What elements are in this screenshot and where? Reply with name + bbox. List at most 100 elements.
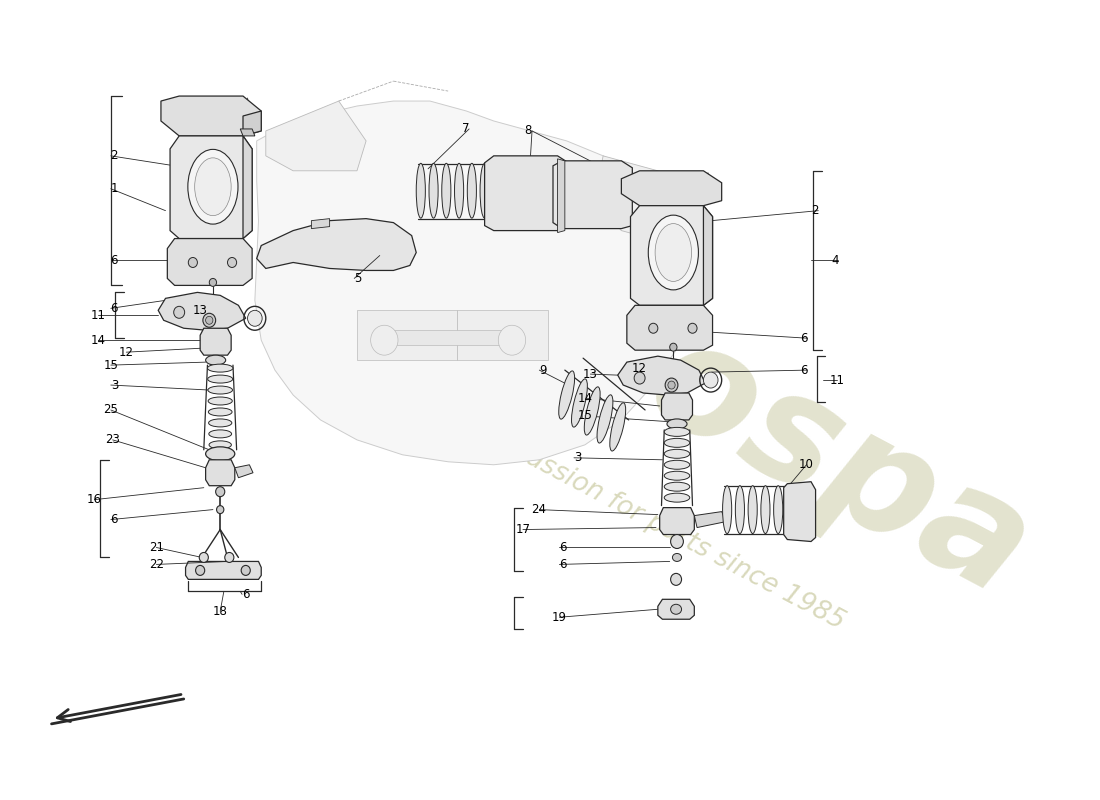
- Text: 3: 3: [574, 451, 581, 464]
- Text: 6: 6: [800, 364, 807, 377]
- Polygon shape: [594, 156, 694, 241]
- Ellipse shape: [609, 402, 626, 451]
- Text: a passion for parts since 1985: a passion for parts since 1985: [485, 425, 849, 634]
- Polygon shape: [186, 562, 261, 579]
- Text: 19: 19: [552, 610, 567, 624]
- Text: 6: 6: [111, 254, 118, 267]
- Polygon shape: [627, 306, 713, 350]
- Ellipse shape: [208, 364, 233, 372]
- Ellipse shape: [671, 534, 683, 549]
- Ellipse shape: [761, 486, 770, 534]
- Text: 1: 1: [111, 182, 118, 195]
- Text: 17: 17: [515, 523, 530, 536]
- Ellipse shape: [664, 427, 690, 436]
- Polygon shape: [158, 292, 245, 330]
- Ellipse shape: [208, 375, 233, 383]
- Text: 7: 7: [462, 122, 470, 135]
- Polygon shape: [240, 129, 255, 136]
- Polygon shape: [311, 218, 330, 229]
- Polygon shape: [255, 101, 694, 465]
- Polygon shape: [394, 330, 521, 345]
- Text: 16: 16: [87, 493, 101, 506]
- Text: 10: 10: [800, 458, 814, 471]
- Text: 11: 11: [90, 309, 106, 322]
- Ellipse shape: [429, 163, 438, 218]
- Ellipse shape: [188, 258, 197, 267]
- Text: 6: 6: [800, 332, 807, 345]
- Ellipse shape: [208, 386, 232, 394]
- Polygon shape: [621, 170, 722, 206]
- Text: 8: 8: [525, 125, 532, 138]
- Text: 23: 23: [104, 434, 120, 446]
- Ellipse shape: [656, 224, 692, 282]
- Ellipse shape: [688, 323, 697, 334]
- Polygon shape: [630, 206, 713, 306]
- Ellipse shape: [664, 460, 690, 470]
- Ellipse shape: [703, 372, 718, 388]
- Ellipse shape: [174, 306, 185, 318]
- Ellipse shape: [671, 574, 682, 586]
- Text: 25: 25: [103, 403, 118, 417]
- Polygon shape: [243, 111, 261, 136]
- Ellipse shape: [206, 316, 213, 324]
- Polygon shape: [661, 393, 693, 420]
- Polygon shape: [243, 136, 252, 238]
- Ellipse shape: [572, 379, 587, 427]
- Polygon shape: [167, 238, 252, 286]
- Ellipse shape: [664, 493, 690, 502]
- Polygon shape: [256, 218, 416, 270]
- Text: 4: 4: [832, 254, 838, 267]
- Ellipse shape: [224, 553, 234, 562]
- Ellipse shape: [202, 314, 216, 327]
- Ellipse shape: [454, 163, 463, 218]
- Ellipse shape: [241, 566, 251, 575]
- Ellipse shape: [209, 430, 232, 438]
- Text: 3: 3: [111, 378, 118, 391]
- Ellipse shape: [208, 408, 232, 416]
- Ellipse shape: [735, 486, 745, 534]
- Text: 18: 18: [213, 605, 228, 618]
- Text: 21: 21: [148, 541, 164, 554]
- Ellipse shape: [634, 372, 645, 384]
- Ellipse shape: [559, 371, 574, 419]
- Text: 15: 15: [103, 358, 118, 372]
- FancyArrowPatch shape: [57, 694, 182, 722]
- Text: 13: 13: [192, 304, 208, 317]
- Text: 15: 15: [578, 410, 592, 422]
- Text: 14: 14: [90, 334, 106, 346]
- Ellipse shape: [670, 343, 676, 351]
- Ellipse shape: [584, 387, 601, 435]
- Polygon shape: [703, 206, 713, 306]
- Ellipse shape: [666, 378, 678, 392]
- Polygon shape: [553, 161, 632, 229]
- Polygon shape: [234, 465, 253, 478]
- Ellipse shape: [216, 486, 224, 497]
- Text: 2: 2: [811, 204, 818, 217]
- Ellipse shape: [648, 215, 698, 290]
- Polygon shape: [618, 356, 705, 395]
- Ellipse shape: [217, 506, 224, 514]
- Ellipse shape: [671, 604, 682, 614]
- Text: 12: 12: [631, 362, 647, 374]
- Text: eurospa: eurospa: [371, 171, 1055, 629]
- Text: 22: 22: [148, 558, 164, 571]
- Ellipse shape: [649, 323, 658, 334]
- Ellipse shape: [209, 441, 231, 449]
- Ellipse shape: [371, 326, 398, 355]
- Ellipse shape: [468, 163, 476, 218]
- Text: 6: 6: [111, 513, 118, 526]
- Text: 12: 12: [119, 346, 133, 358]
- Polygon shape: [161, 96, 261, 136]
- Ellipse shape: [748, 486, 757, 534]
- Ellipse shape: [664, 450, 690, 458]
- Polygon shape: [358, 310, 458, 360]
- Text: 24: 24: [531, 503, 547, 516]
- Ellipse shape: [248, 310, 262, 326]
- Ellipse shape: [480, 163, 490, 218]
- Text: 6: 6: [111, 302, 118, 315]
- Polygon shape: [170, 136, 252, 238]
- Ellipse shape: [498, 326, 526, 355]
- Ellipse shape: [188, 150, 238, 224]
- Ellipse shape: [196, 566, 205, 575]
- Text: 9: 9: [539, 364, 547, 377]
